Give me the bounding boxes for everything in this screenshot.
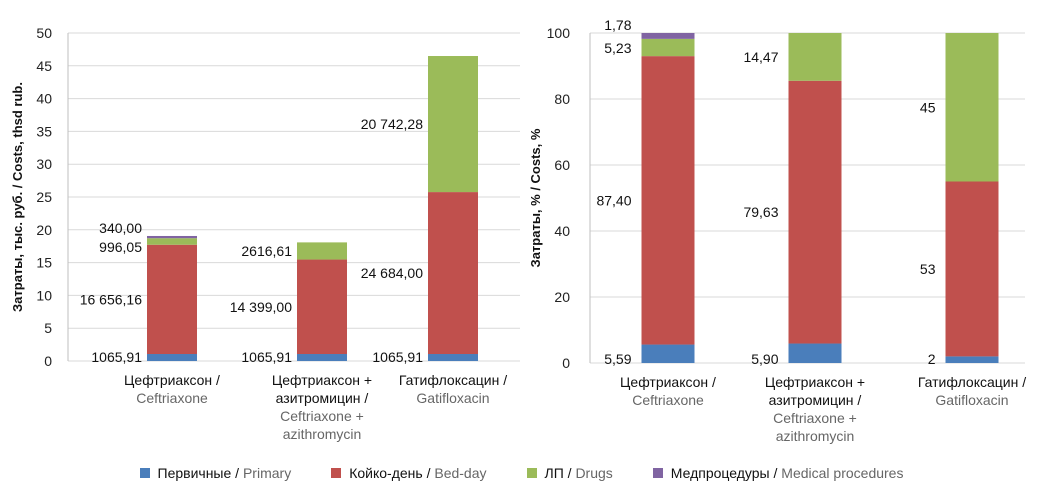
category-label-en: Gatifloxacin [416,390,489,406]
data-label-primary: 1065,91 [372,349,423,365]
bar-segment-primary [147,354,197,361]
y-tick-label: 40 [36,91,52,107]
category-label-en: azithromycin [283,426,362,442]
y-axis-title: Затраты, тыс. руб. / Costs, thsd rub. [10,82,25,312]
legend-label-ru: ЛП [544,465,564,481]
legend-label-en: Primary [242,465,292,481]
data-label-drugs: 996,05 [99,239,142,255]
legend-label-ru: Первичные [157,465,232,481]
category-label-en: Ceftriaxone [632,392,704,408]
y-tick-label: 5 [44,320,52,336]
y-tick-label: 80 [554,91,570,107]
data-label-primary: 1065,91 [91,349,142,365]
bar-segment-primary [788,343,842,363]
category-label-en: Ceftriaxone [136,390,208,406]
bar-segment-bed-day [297,259,347,355]
category-label-ru: Цефтриаксон + [765,374,865,390]
bar-segment-bed-day [428,192,478,355]
chart-percent-costs: 0 20 40 60 80 100 Затраты, % / Costs, % 5,59 87,… [528,17,1026,444]
data-label-primary: 5,90 [751,351,778,367]
legend-swatch-bed-day [331,468,342,478]
legend-swatch-drugs [526,468,537,478]
category-label-en: azithromycin [776,428,855,444]
bar-segment-drugs [788,33,842,81]
category-label-ru: Цефтриаксон + [272,372,372,388]
y-tick-label: 25 [36,189,52,205]
category-label-en: Ceftriaxone + [280,408,364,424]
legend-item-primary: Первичные / Primary [139,463,292,483]
category-label-ru: азитромицин / [769,392,862,408]
legend-item-bed-day: Койко-день / Bed-day [331,463,487,483]
data-label-bed-day: 87,40 [596,192,631,208]
bar-segment-primary [945,356,999,363]
y-axis-title: Затраты, % / Costs, % [528,128,543,267]
y-tick-label: 45 [36,58,52,74]
y-tick-label: 40 [554,223,570,239]
y-tick-label: 50 [36,25,52,41]
y-tick-label: 35 [36,123,52,139]
data-label-bed-day: 16 656,16 [80,291,142,307]
legend-label-en: Bed-day [434,465,487,481]
bar-segment-bed-day [945,181,999,357]
y-tick-label: 100 [547,25,571,41]
bar-segment-primary [297,354,347,361]
y-tick-label: 0 [44,353,52,369]
category-label-ru: Гатифлоксацин / [918,374,1026,390]
bar-segment-bed-day [147,244,197,355]
data-label-drugs: 2616,61 [241,243,292,259]
legend-swatch-procedures [652,468,663,478]
legend-label-en: Drugs [575,465,613,481]
data-label-drugs: 14,47 [743,49,778,65]
data-label-primary: 5,59 [604,351,631,367]
bar-segment-drugs [945,33,999,182]
legend-item-procedures: Медпроцедуры / Medical procedures [652,463,904,483]
bar-segment-primary [428,354,478,361]
bar-segment-drugs [147,238,197,245]
category-label-ru: Цефтриаксон / [620,374,716,390]
data-label-drugs: 5,23 [604,40,631,56]
bar-segment-bed-day [641,56,695,345]
data-label-procedures: 340,00 [99,220,142,236]
y-tick-label: 20 [554,289,570,305]
category-label-ru: азитромицин / [276,390,369,406]
data-label-bed-day: 79,63 [743,204,778,220]
bar-segment-drugs [428,56,478,193]
category-label-ru: Цефтриаксон / [124,372,220,388]
category-label-en: Gatifloxacin [935,392,1008,408]
data-label-bed-day: 24 684,00 [361,265,423,281]
chart-absolute-costs: 0 5 10 15 20 25 30 35 40 45 50 Затраты, тыс. руб. /… [10,25,520,442]
bar-segment-procedures [147,235,197,239]
data-label-drugs: 20 742,28 [361,116,423,132]
bar-segment-bed-day [788,80,842,344]
y-tick-label: 60 [554,157,570,173]
legend: Первичные / Primary Койко-день / Bed-day… [0,463,1043,483]
bar-segment-procedures [641,33,695,39]
bar-segment-primary [641,344,695,363]
data-label-primary: 1065,91 [241,349,292,365]
legend-label-en: Medical procedures [781,465,904,481]
legend-label-ru: Медпроцедуры [670,465,770,481]
data-label-drugs: 45 [920,99,936,115]
legend-swatch-primary [139,468,150,478]
bar-segment-drugs [297,242,347,260]
legend-label-ru: Койко-день [349,465,423,481]
y-tick-label: 0 [562,355,570,371]
y-tick-label: 15 [36,255,52,271]
y-tick-label: 30 [36,156,52,172]
data-label-bed-day: 53 [920,261,936,277]
category-label-ru: Гатифлоксацин / [399,372,507,388]
y-tick-label: 10 [36,287,52,303]
legend-item-drugs: ЛП / Drugs [526,463,613,483]
category-label-en: Ceftriaxone + [773,410,857,426]
data-label-procedures: 1,78 [604,17,631,33]
bar-segment-drugs [641,38,695,57]
data-label-bed-day: 14 399,00 [230,299,292,315]
y-tick-label: 20 [36,222,52,238]
data-label-primary: 2 [928,351,936,367]
